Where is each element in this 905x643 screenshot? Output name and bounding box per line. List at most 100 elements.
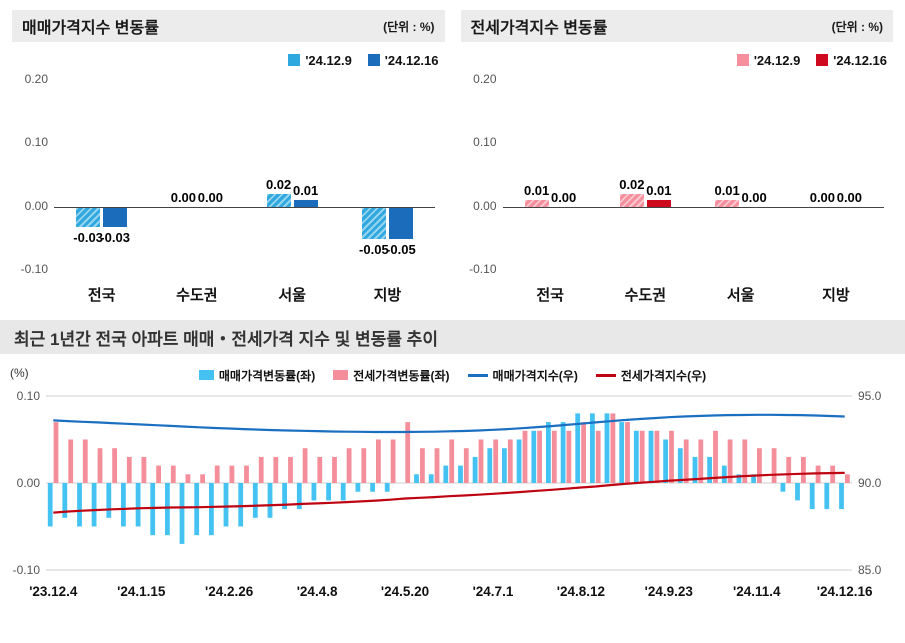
sale-change-panel: 매매가격지수 변동률 (단위 : %) '24.12.9 '24.12.16 0…: [12, 10, 445, 314]
trend-legend-jeonse-line: 전세가격지수(우): [595, 367, 707, 384]
jeonse-series2-swatch: [816, 54, 829, 66]
x-tick-label: '24.1.15: [117, 584, 166, 599]
weekly-bar: [516, 439, 522, 483]
left-y-tick: 0.10: [17, 389, 41, 403]
jeonse-bar-chart: 0.20 0.10 0.00 -0.10 0.01 0.02 0.01 0.00 0.00 0.0…: [461, 70, 894, 314]
sale-unit-label: (단위 : %): [383, 19, 435, 34]
bar-value-label: 0.00: [197, 189, 224, 205]
weekly-bar: [493, 439, 499, 483]
weekly-bar: [384, 483, 390, 492]
value-bar: [76, 207, 101, 227]
jeonse-legend-item-2: '24.12.16: [816, 53, 887, 68]
jeonse-panel-title: 전세가격지수 변동률: [470, 20, 608, 37]
weekly-bar: [126, 456, 132, 483]
weekly-bar: [200, 474, 205, 483]
weekly-bar: [707, 456, 712, 483]
weekly-bar: [214, 465, 220, 483]
weekly-bar: [830, 465, 836, 483]
weekly-bar: [97, 448, 103, 483]
weekly-bar: [165, 483, 170, 536]
weekly-bar: [522, 430, 528, 483]
weekly-bar: [845, 474, 850, 483]
value-bar: [619, 194, 644, 207]
weekly-bar: [625, 422, 630, 483]
x-tick-label: '24.7.1: [473, 584, 514, 599]
y-tick-label: 0.20: [24, 72, 48, 86]
value-bar: [715, 200, 740, 207]
weekly-bar: [566, 430, 572, 483]
weekly-bar: [68, 439, 74, 483]
weekly-bar: [355, 483, 361, 492]
weekly-bar: [288, 456, 293, 483]
weekly-bar: [619, 422, 625, 483]
weekly-bar: [135, 483, 141, 527]
zero-axis-line: [502, 206, 884, 208]
jeonse-unit-label: (단위 : %): [831, 19, 883, 34]
x-tick-label: '24.4.8: [297, 584, 338, 599]
weekly-bar: [179, 483, 185, 544]
y-tick-label: 0.00: [24, 198, 48, 213]
weekly-bar: [757, 448, 762, 483]
x-tick-label: '24.2.26: [205, 584, 254, 599]
sale-panel-header: 매매가격지수 변동률 (단위 : %): [12, 10, 445, 42]
weekly-bar: [229, 465, 235, 483]
weekly-bar: [370, 483, 375, 492]
weekly-bar: [531, 430, 537, 483]
weekly-bar: [581, 422, 586, 483]
bar-value-label: 0.00: [170, 189, 197, 205]
trend-combo-chart: 0.10 0.00 -0.10 95.0 90.0 85.0 '23.12.4 '24.1.1…: [0, 388, 905, 617]
value-bar: [524, 200, 549, 207]
category-label: 수도권: [624, 287, 667, 304]
category-label: 지방: [822, 287, 850, 304]
weekly-bar: [507, 439, 513, 483]
zero-axis-line: [54, 206, 435, 208]
right-y-tick: 95.0: [858, 389, 882, 403]
weekly-bar: [302, 448, 308, 483]
trend-legend-sale-bar: 매매가격변동률(좌): [198, 367, 315, 384]
weekly-bar: [560, 422, 566, 483]
weekly-bar: [185, 474, 191, 483]
weekly-bar: [551, 430, 557, 483]
weekly-bar: [311, 483, 317, 501]
trend-legend-jeonse-bar: 전세가격변동률(좌): [333, 367, 450, 384]
weekly-bar: [663, 439, 668, 483]
weekly-bar: [824, 483, 830, 510]
weekly-bar: [376, 439, 381, 483]
sale-panel-title: 매매가격지수 변동률: [22, 20, 159, 37]
trend-title-bar: 최근 1년간 전국 아파트 매매・전세가격 지수 및 변동률 추이: [0, 320, 905, 354]
weekly-bar: [428, 474, 434, 483]
y-tick-label: 0.00: [473, 198, 497, 213]
weekly-bar: [296, 483, 302, 510]
weekly-bar: [209, 483, 214, 536]
weekly-bar: [487, 448, 493, 483]
category-label: 서울: [278, 287, 306, 304]
trend-legend-row: (%) 매매가격변동률(좌) 전세가격변동률(좌) 매매가격지수(우) 전세가격…: [0, 364, 905, 386]
jeonse-legend: '24.12.9 '24.12.16: [461, 52, 887, 68]
trend-legend: 매매가격변동률(좌) 전세가격변동률(좌) 매매가격지수(우) 전세가격지수(우…: [0, 364, 905, 386]
sale-series1-label: '24.12.9: [305, 52, 352, 68]
weekly-bar: [244, 465, 249, 483]
bar-value-label: 0.02: [619, 177, 645, 192]
bar-value-label: -0.03: [73, 229, 103, 245]
trend-legend-sale-line: 매매가격지수(우): [467, 367, 578, 384]
weekly-bar: [332, 456, 337, 483]
weekly-bar: [223, 483, 229, 527]
weekly-bar: [62, 483, 68, 518]
left-y-tick: 0.00: [17, 476, 41, 490]
weekly-bar: [170, 465, 176, 483]
weekly-bar: [595, 430, 601, 483]
category-label: 수도권: [176, 287, 218, 304]
weekly-bar: [677, 448, 683, 483]
weekly-bar: [736, 474, 742, 483]
jeonse-change-bar-swatch: [333, 370, 349, 380]
weekly-bar: [194, 483, 200, 536]
weekly-bar: [405, 422, 411, 483]
y-tick-label: 0.10: [473, 135, 497, 150]
x-tick-label: '24.12.16: [817, 584, 873, 599]
weekly-bar: [590, 413, 595, 483]
jeonse-index-line-label: 전세가격지수(우): [620, 368, 707, 383]
jeonse-change-bar-label: 전세가격변동률(좌): [353, 368, 450, 383]
sale-bar-chart: 0.20 0.10 0.00 -0.10 -0.03 0.00 0.02 -0.05 -0.03…: [12, 70, 445, 314]
jeonse-change-panel: 전세가격지수 변동률 (단위 : %) '24.12.9 '24.12.16 0…: [460, 10, 894, 314]
right-y-tick: 85.0: [858, 563, 882, 577]
